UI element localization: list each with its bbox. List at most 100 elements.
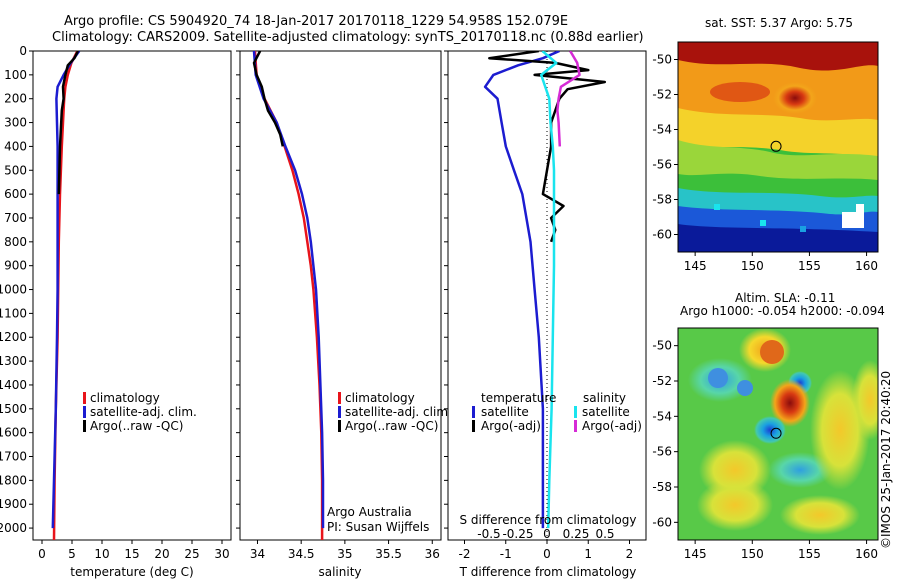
series-line-satellite-adj-clim- (252, 51, 325, 529)
depth-tick-label: 1700 (0, 450, 27, 464)
legend-label-sal-argo: Argo(-adj) (582, 419, 642, 433)
x-tick-label: 20 (154, 547, 169, 561)
series-line-salinity-argo-adj- (556, 51, 581, 147)
map-lat-tick-label: -54 (652, 409, 672, 423)
legend-label-sal-satellite: satellite (582, 405, 630, 419)
map-lon-tick-label: 145 (684, 259, 707, 273)
salinity-lines (252, 51, 325, 540)
depth-tick-label: 800 (4, 235, 27, 249)
depth-tick-label: 100 (4, 68, 27, 82)
x-tick-label: 35.5 (375, 547, 402, 561)
salinity-legend: climatology satellite-adj. clim. Argo(..… (338, 391, 452, 433)
series-line-argo-raw-qc- (57, 51, 80, 195)
map-lat-tick-label: -60 (652, 228, 672, 242)
sla-map-frame (677, 327, 879, 541)
legend-heading-salinity: salinity (583, 391, 626, 405)
depth-tick-label: 900 (4, 259, 27, 273)
s-diff-tick-label: 0 (543, 527, 551, 541)
series-line-satellite-adj-clim- (51, 51, 81, 529)
depth-tick-label: 1500 (0, 402, 27, 416)
salinity-plot-frame (239, 50, 442, 541)
map-lon-tick-label: 155 (798, 547, 821, 561)
map-lon-tick-label: 155 (798, 259, 821, 273)
x-tick-label: 34 (250, 547, 265, 561)
map-lat-tick-label: -56 (652, 445, 672, 459)
temperature-axis-label: temperature (deg C) (70, 565, 193, 579)
legend-swatch-satellite (83, 406, 86, 418)
salinity-panel: 34 34.5 35 35.5 36 salinity climatology sate… (236, 50, 452, 579)
t-difference-axis-label: T difference from climatology (459, 565, 637, 579)
legend-label-satellite: satellite-adj. clim. (90, 405, 197, 419)
legend-label-satellite: satellite-adj. clim. (345, 405, 452, 419)
series-line-temperature-satellite (483, 51, 560, 529)
depth-tick-label: 1100 (0, 306, 27, 320)
sst-map-panel: sat. SST: 5.37 Argo: 5.75 145 150 155 160 -5… (652, 16, 879, 274)
x-tick-label: 25 (184, 547, 199, 561)
depth-tick-label: 2000 (0, 521, 27, 535)
map-lat-tick-label: -58 (652, 480, 672, 494)
legend-swatch-temp-argo (472, 420, 475, 432)
depth-tick-label: 400 (4, 139, 27, 153)
s-diff-tick-label: 0.25 (563, 527, 590, 541)
s-diff-tick-label: 0.5 (595, 527, 614, 541)
series-line-temperature-argo-adj- (488, 51, 607, 243)
x-tick-label: 35 (337, 547, 352, 561)
depth-tick-label: 1200 (0, 330, 27, 344)
depth-tick-label: 600 (4, 187, 27, 201)
temperature-plot-frame (32, 50, 232, 541)
t-diff-tick-label: -1 (500, 547, 512, 561)
temperature-lines (51, 51, 81, 540)
depth-tick-label: 1800 (0, 473, 27, 487)
legend-label-argo: Argo(..raw -QC) (90, 419, 183, 433)
series-line-argo-raw-qc- (252, 51, 285, 147)
sst-map-title: sat. SST: 5.37 Argo: 5.75 (705, 16, 853, 30)
salinity-axis-ticks: 34 34.5 35 35.5 36 (250, 540, 440, 561)
s-difference-axis-label: S difference from climatology (460, 513, 637, 527)
x-tick-label: 5 (68, 547, 76, 561)
depth-tick-label: 1900 (0, 497, 27, 511)
map-lat-tick-label: -60 (652, 515, 672, 529)
depth-tick-label: 500 (4, 163, 27, 177)
imos-credit: ©IMOS 25-Jan-2017 20:40:20 (879, 371, 893, 549)
annotation-argo-australia: Argo Australia (327, 505, 412, 519)
depth-tick-label: 1400 (0, 378, 27, 392)
salinity-axis-label: salinity (318, 565, 361, 579)
map-lon-tick-label: 150 (741, 259, 764, 273)
legend-label-climatology: climatology (345, 391, 415, 405)
t-diff-tick-label: -2 (459, 547, 471, 561)
map-lat-tick-label: -54 (652, 123, 672, 137)
x-tick-label: 36 (425, 547, 440, 561)
sst-map-ticks: 145 150 155 160 -50 -52 -54 -56 -58 -60 (652, 53, 878, 274)
difference-legend-salinity: salinity satellite Argo(-adj) (574, 391, 642, 433)
x-tick-label: 0 (38, 547, 46, 561)
map-lat-tick-label: -58 (652, 193, 672, 207)
sla-map-panel: Altim. SLA: -0.11 Argo h1000: -0.054 h20… (652, 291, 885, 561)
legend-label-temp-argo: Argo(-adj) (481, 419, 541, 433)
x-tick-label: 15 (124, 547, 139, 561)
legend-swatch-argo (83, 420, 86, 432)
depth-tick-label: 200 (4, 92, 27, 106)
sla-field (678, 328, 878, 540)
temperature-legend: climatology satellite-adj. clim. Argo(..… (83, 391, 197, 433)
chart-title-line1: Argo profile: CS 5904920_74 18-Jan-2017 … (64, 14, 569, 29)
legend-label-temp-satellite: satellite (481, 405, 529, 419)
map-lon-tick-label: 160 (855, 547, 878, 561)
map-lat-tick-label: -52 (652, 374, 672, 388)
legend-swatch-sal-argo (574, 420, 577, 432)
temperature-panel: 0100200300400500600700800900100011001200… (0, 44, 232, 579)
x-tick-label: 30 (214, 547, 229, 561)
legend-label-climatology: climatology (90, 391, 160, 405)
t-diff-tick-label: 2 (626, 547, 634, 561)
legend-swatch-argo (338, 420, 341, 432)
difference-legend-temperature: temperature satellite Argo(-adj) (472, 391, 556, 433)
legend-swatch-climatology (83, 392, 86, 404)
map-lon-tick-label: 150 (741, 547, 764, 561)
t-diff-tick-label: 0 (543, 547, 551, 561)
depth-tick-label: 300 (4, 116, 27, 130)
sst-map-frame (677, 41, 879, 253)
sla-map-ticks: 145 150 155 160 -50 -52 -54 -56 -58 -60 (652, 339, 878, 561)
depth-tick-label: 0 (19, 44, 27, 58)
map-lon-tick-label: 145 (684, 547, 707, 561)
depth-tick-label: 700 (4, 211, 27, 225)
map-lat-tick-label: -50 (652, 53, 672, 67)
